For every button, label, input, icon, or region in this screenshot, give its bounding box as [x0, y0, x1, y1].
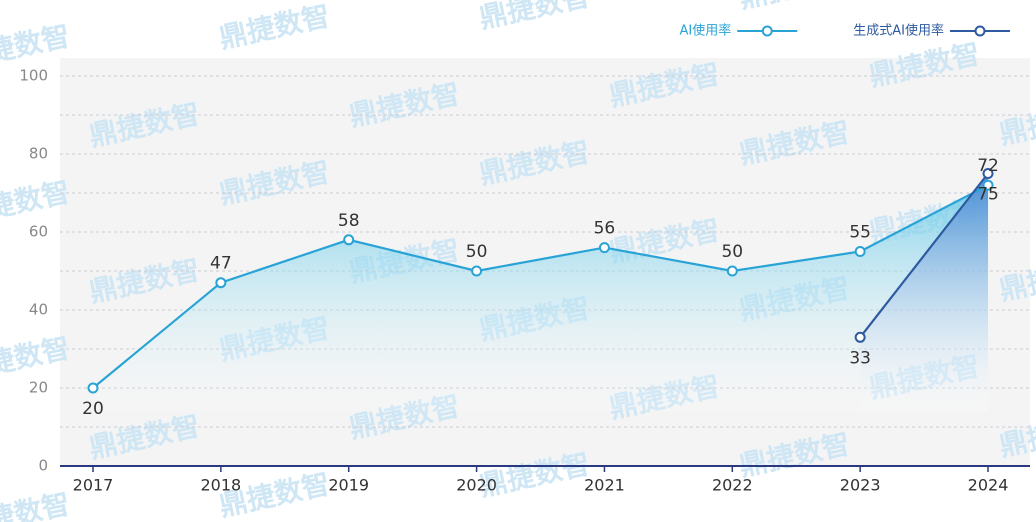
- watermark: 鼎捷数智: [216, 0, 332, 55]
- y-tick-label: 40: [29, 301, 48, 319]
- point: [343, 234, 355, 246]
- x-tick-label: 2024: [968, 476, 1009, 495]
- x-tick-label: 2021: [584, 476, 625, 495]
- data-label: 33: [849, 348, 871, 368]
- point: [854, 331, 866, 343]
- data-label: 56: [594, 219, 616, 239]
- data-label: 50: [721, 242, 743, 262]
- legend-label: AI使用率: [680, 23, 732, 39]
- area: [860, 173, 989, 411]
- watermark: 鼎捷数智: [0, 487, 73, 522]
- point: [215, 277, 227, 289]
- watermark: 鼎捷数智: [476, 0, 592, 35]
- data-label: 72: [977, 156, 999, 176]
- line: [92, 184, 989, 389]
- point: [87, 382, 99, 394]
- line: [859, 172, 989, 338]
- y-tick-label: 60: [29, 223, 48, 241]
- data-label: 75: [977, 185, 999, 205]
- data-label: 58: [338, 211, 360, 231]
- point: [726, 265, 738, 277]
- y-tick-label: 0: [38, 457, 48, 475]
- point: [471, 265, 483, 277]
- data-label: 47: [210, 254, 232, 274]
- y-tick-label: 80: [29, 145, 48, 163]
- area: [93, 185, 989, 411]
- point: [982, 179, 994, 191]
- x-tick-label: 2023: [840, 476, 881, 495]
- x-tick-label: 2022: [712, 476, 753, 495]
- y-tick-label: 20: [29, 379, 48, 397]
- legend-label: 生成式AI使用率: [853, 23, 944, 39]
- watermark: 鼎捷数智: [736, 0, 852, 15]
- point: [598, 242, 610, 254]
- legend-marker: [761, 25, 773, 37]
- data-label: 20: [82, 399, 104, 419]
- point: [982, 168, 994, 179]
- point: [854, 246, 866, 257]
- x-tick-label: 2019: [328, 476, 369, 495]
- x-tick-label: 2018: [201, 476, 242, 495]
- y-tick-label: 100: [19, 67, 48, 85]
- x-tick-label: 2017: [73, 476, 114, 495]
- legend-marker: [974, 25, 986, 37]
- x-tick-label: 2020: [456, 476, 497, 495]
- data-label: 55: [849, 223, 871, 243]
- data-label: 50: [466, 242, 488, 262]
